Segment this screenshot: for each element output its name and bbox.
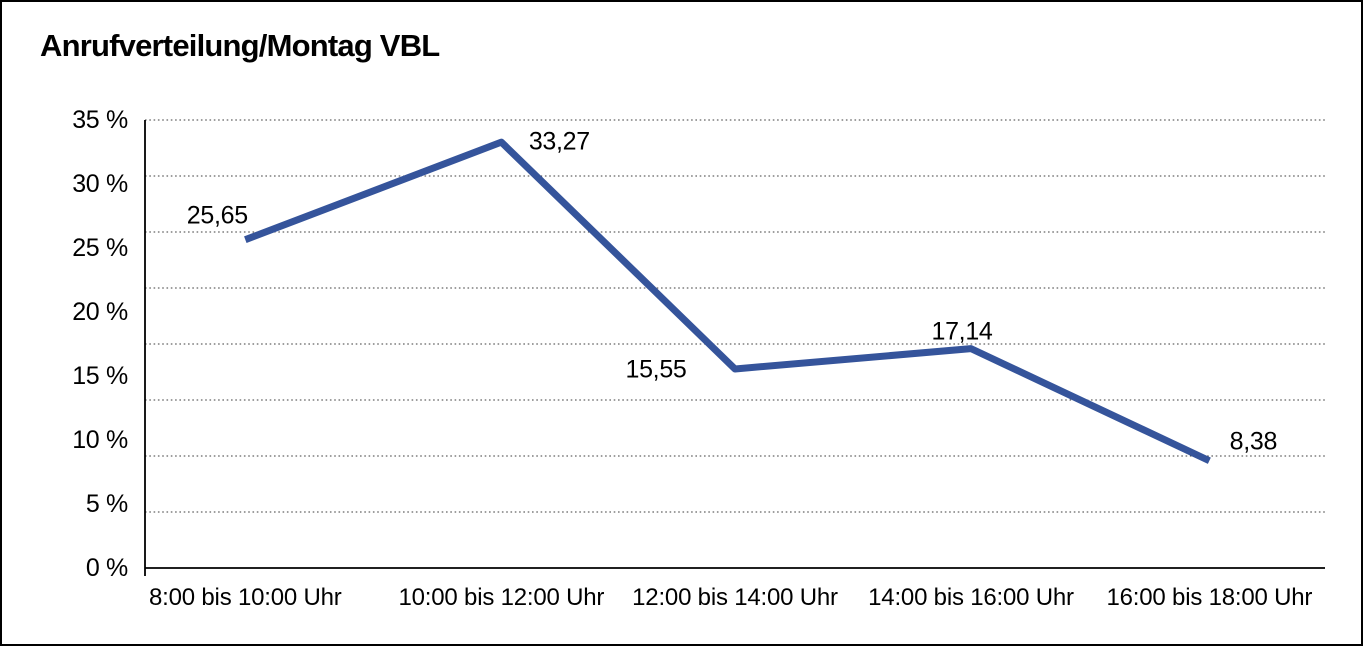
chart-title: Anrufverteilung/Montag VBL (40, 28, 440, 63)
data-line (244, 138, 1211, 464)
